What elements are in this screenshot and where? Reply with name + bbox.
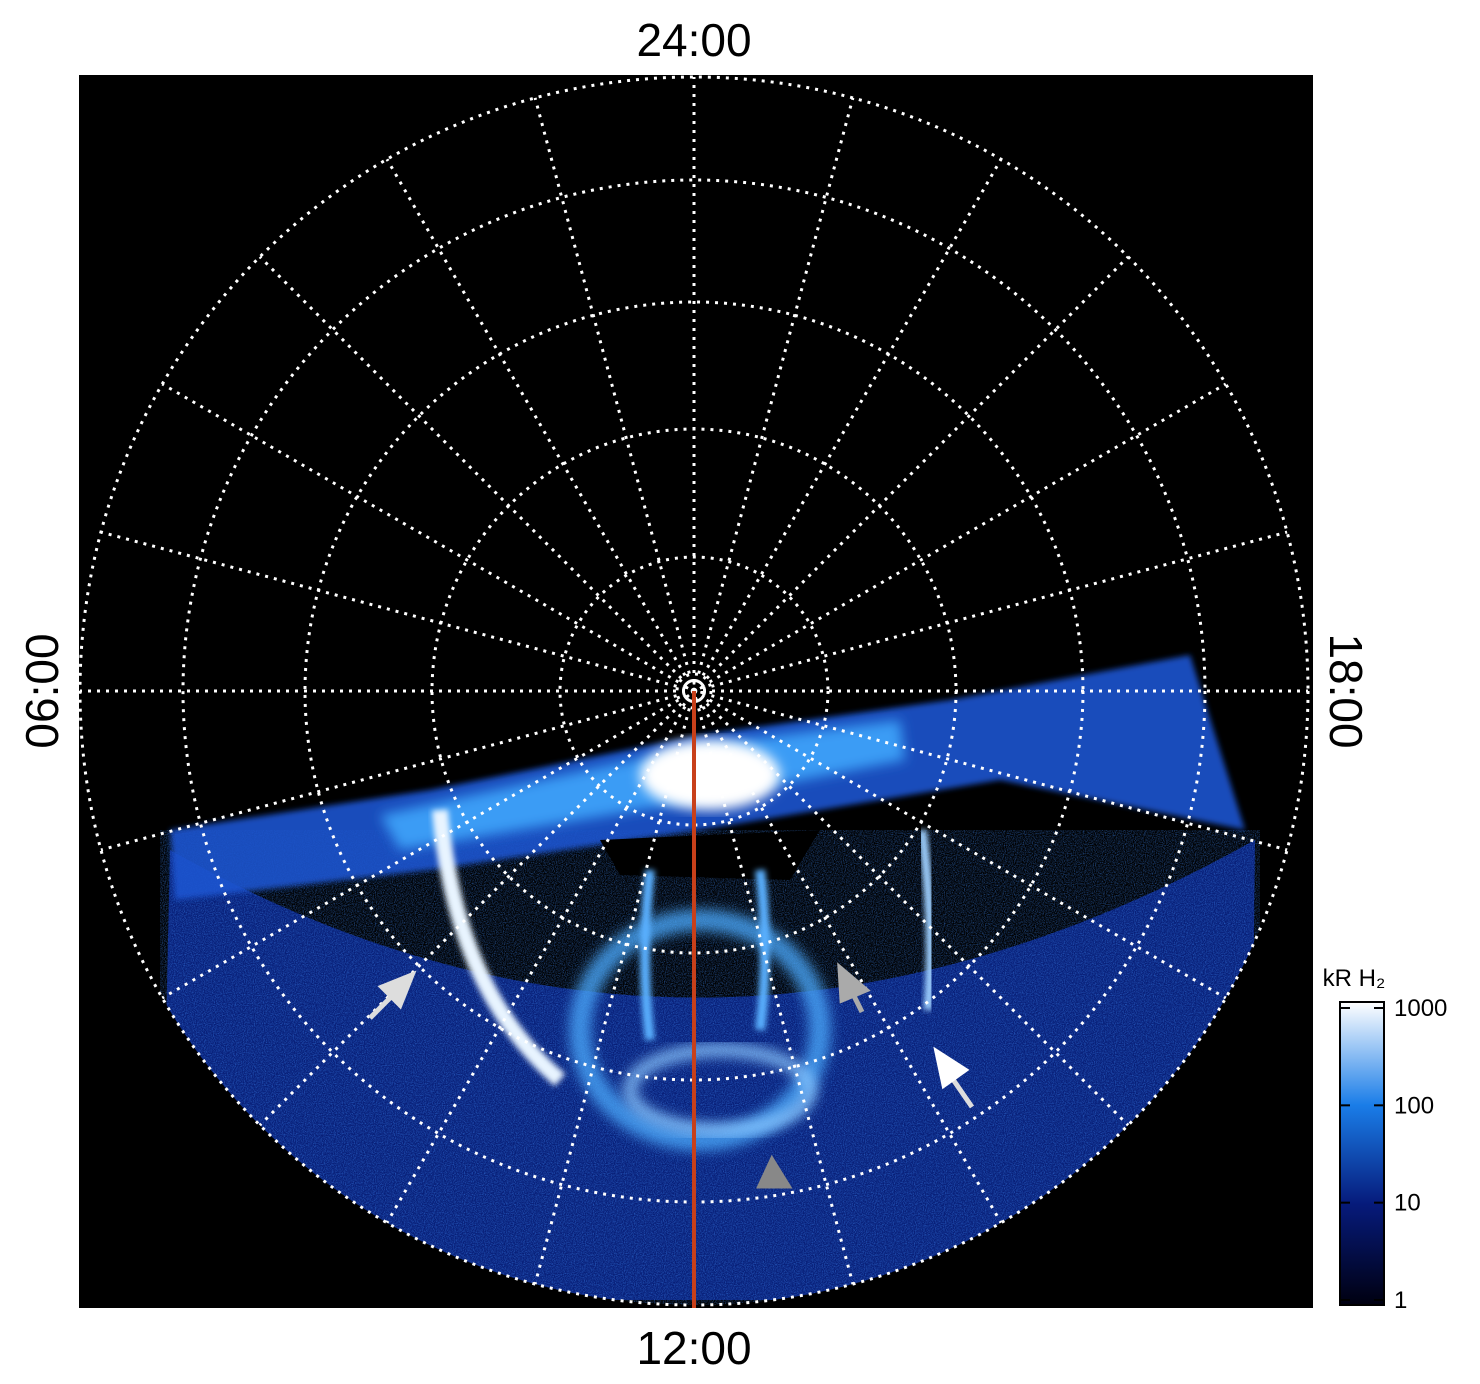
angle-label: 24:00 bbox=[636, 14, 751, 66]
angle-label: 18:00 bbox=[1320, 633, 1372, 748]
grid-radial bbox=[693, 382, 1227, 693]
colorbar-axis: 1 10 100 1000 bbox=[1340, 995, 1447, 1314]
grid-radial bbox=[692, 690, 855, 1285]
grid-radial bbox=[161, 382, 695, 693]
grid-radial bbox=[692, 690, 1003, 1224]
grid-radial bbox=[692, 255, 1130, 693]
inner-arcs bbox=[623, 1043, 817, 1137]
grid-radial bbox=[258, 689, 696, 1127]
grid-radial bbox=[693, 689, 1288, 852]
colorbar-tick-label: 1 bbox=[1394, 1287, 1407, 1314]
arrow bbox=[377, 970, 417, 1010]
grid-radial bbox=[258, 255, 696, 693]
grid-radial bbox=[161, 689, 695, 1000]
arrow bbox=[756, 1154, 793, 1189]
grid-radial bbox=[692, 689, 1130, 1127]
bright-spot bbox=[640, 740, 780, 810]
grid-radial bbox=[385, 690, 696, 1224]
grid-radial bbox=[693, 530, 1288, 693]
grid-radial bbox=[385, 158, 696, 692]
colorbar-tick-label: 10 bbox=[1394, 1190, 1421, 1217]
angle-label: 12:00 bbox=[636, 1322, 751, 1374]
grid-radial bbox=[533, 97, 696, 692]
dark-gap bbox=[600, 830, 820, 880]
grid-circle bbox=[675, 672, 713, 710]
arrow bbox=[949, 1076, 975, 1109]
grid-radial bbox=[692, 158, 1003, 692]
colorbar-tick-label: 1000 bbox=[1394, 995, 1447, 1022]
colorbar bbox=[1339, 1001, 1385, 1306]
inner-streaks bbox=[640, 869, 770, 1041]
grid-radial bbox=[100, 530, 695, 693]
grid-circle bbox=[684, 681, 704, 701]
inner-arcs bbox=[569, 909, 831, 1151]
grid-radial bbox=[693, 689, 1227, 1000]
arrows bbox=[368, 962, 975, 1189]
arrow bbox=[837, 962, 871, 1004]
grid-radial bbox=[533, 690, 696, 1285]
bright-band bbox=[380, 720, 905, 850]
polar-grid bbox=[78, 75, 1310, 1307]
arrow bbox=[933, 1046, 970, 1090]
right-arc bbox=[917, 829, 935, 1011]
colorbar-tick-label: 100 bbox=[1394, 1092, 1434, 1119]
colorbar-label: kR H₂ bbox=[1323, 965, 1386, 992]
aurora-image bbox=[160, 655, 1260, 1305]
grid-radial bbox=[100, 689, 695, 852]
angle-label: 06:00 bbox=[16, 633, 68, 748]
grid-circle bbox=[558, 555, 830, 827]
grid-radial bbox=[692, 97, 855, 692]
left-arc bbox=[432, 809, 566, 1087]
